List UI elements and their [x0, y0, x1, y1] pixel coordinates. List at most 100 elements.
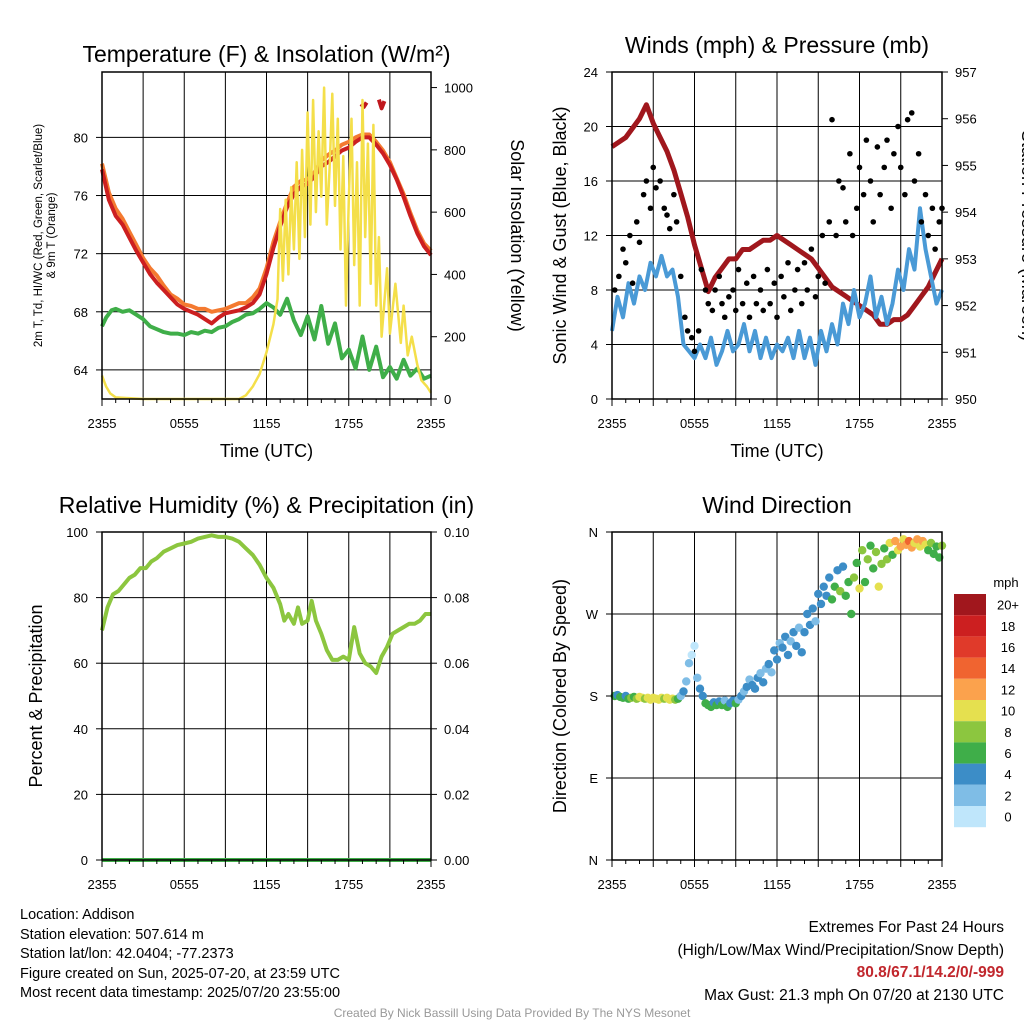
- gust-dot: [884, 137, 890, 143]
- direction-dot: [869, 564, 878, 573]
- gust-dot: [808, 246, 815, 252]
- gust-dot: [622, 259, 629, 266]
- y-tick-label: E: [589, 771, 598, 786]
- y-tick-label: 100: [66, 525, 88, 540]
- gust-dot: [716, 273, 723, 280]
- y-tick-label: N: [589, 525, 598, 540]
- x-tick-label: 2355: [88, 877, 117, 892]
- legend-label: 4: [1004, 767, 1011, 782]
- gust-dot: [829, 116, 835, 123]
- x-tick-label: 1755: [845, 416, 874, 431]
- gust-dot: [863, 137, 870, 143]
- gust-dot: [902, 191, 908, 198]
- gust-dot: [774, 314, 780, 321]
- gust-dot: [695, 328, 702, 334]
- gust-dot: [657, 178, 663, 184]
- station-location: Location: Addison: [20, 907, 135, 923]
- gust-dot: [904, 116, 911, 123]
- y2-axis-label: Solar Insolation (Yellow): [507, 139, 527, 331]
- direction-dot: [860, 577, 870, 587]
- gust-dot: [616, 273, 622, 280]
- y2-tick-label: 953: [955, 252, 977, 267]
- gust-dot: [664, 212, 670, 218]
- y2-tick-label: 0.10: [444, 525, 469, 540]
- recent-timestamp: Most recent data timestamp: 2025/07/20 2…: [20, 985, 341, 1001]
- y-axis-label: Direction (Colored By Speed): [550, 579, 570, 813]
- direction-dot: [855, 584, 864, 593]
- gust-dot: [732, 307, 739, 314]
- gust-dot: [691, 348, 698, 355]
- direction-dot: [849, 573, 859, 582]
- x-axis-label: Time (UTC): [220, 441, 313, 461]
- direction-dot: [750, 684, 760, 693]
- gust-dot: [792, 287, 798, 293]
- gust-dot: [787, 307, 794, 314]
- gust-dot: [661, 205, 668, 212]
- chart-title: Winds (mph) & Pressure (mb): [625, 32, 929, 58]
- direction-dot: [792, 641, 801, 651]
- y-tick-label: 80: [74, 130, 88, 145]
- direction-dot: [847, 609, 856, 619]
- y-tick-label: N: [589, 853, 598, 868]
- y-tick-label: 40: [74, 722, 88, 737]
- y2-tick-label: 0.00: [444, 853, 469, 868]
- direction-dot: [695, 684, 705, 693]
- direction-dot: [693, 673, 702, 682]
- y2-axis-label: Station Pressure (Maroon): [1018, 130, 1024, 341]
- legend-swatch: [954, 763, 986, 785]
- gust-dot: [653, 185, 659, 191]
- direction-dot: [816, 599, 826, 609]
- legend-title: mph: [993, 575, 1018, 590]
- gust-dot: [853, 205, 860, 212]
- direction-dot: [811, 617, 820, 626]
- y2-tick-label: 950: [955, 392, 977, 407]
- y2-tick-label: 952: [955, 299, 977, 314]
- x-tick-label: 2355: [417, 416, 446, 431]
- x-tick-label: 1755: [334, 877, 363, 892]
- series-line: [100, 296, 432, 381]
- series-line: [100, 135, 433, 326]
- gust-dot: [840, 185, 846, 191]
- gust-dot: [815, 273, 822, 280]
- gust-dot: [812, 294, 819, 300]
- y-tick-label: 60: [74, 656, 88, 671]
- gust-dot: [778, 273, 784, 280]
- legend-label: 8: [1004, 725, 1011, 740]
- gust-dot: [911, 178, 918, 184]
- direction-dot: [679, 687, 688, 696]
- extremes-legend: (High/Low/Max Wind/Precipitation/Snow De…: [677, 941, 1005, 959]
- gust-dot: [757, 287, 764, 293]
- direction-dot: [891, 536, 900, 546]
- gust-dot: [721, 314, 728, 321]
- gust-dot: [764, 266, 771, 273]
- gust-dot: [836, 178, 842, 184]
- direction-dot: [690, 641, 699, 651]
- gust-dot: [936, 219, 943, 225]
- gust-dot: [647, 205, 654, 212]
- y-tick-label: 8: [591, 283, 598, 298]
- x-tick-label: 1755: [845, 877, 874, 892]
- legend-swatch: [954, 742, 986, 764]
- direction-dot: [808, 604, 817, 613]
- direction-dot: [767, 668, 776, 677]
- gust-dot: [925, 232, 932, 239]
- legend-label: 2: [1004, 788, 1011, 803]
- x-tick-label: 2355: [928, 877, 957, 892]
- y-axis-label: Percent & Precipitation: [26, 604, 46, 787]
- y-tick-label: 68: [74, 305, 88, 320]
- y-tick-label: 64: [74, 363, 88, 378]
- gust-dot: [870, 219, 877, 225]
- x-tick-label: 0555: [170, 416, 199, 431]
- series-line: [376, 99, 387, 111]
- direction-dot: [841, 591, 850, 600]
- gust-dot: [671, 191, 677, 198]
- legend-swatch: [954, 700, 986, 722]
- y-tick-label: 16: [584, 174, 598, 189]
- gust-dot: [712, 287, 718, 293]
- direction-dot: [827, 595, 837, 604]
- y2-tick-label: 0.06: [444, 656, 469, 671]
- gust-dot: [620, 246, 626, 252]
- series-line: [100, 533, 431, 675]
- chart-title: Wind Direction: [702, 492, 852, 518]
